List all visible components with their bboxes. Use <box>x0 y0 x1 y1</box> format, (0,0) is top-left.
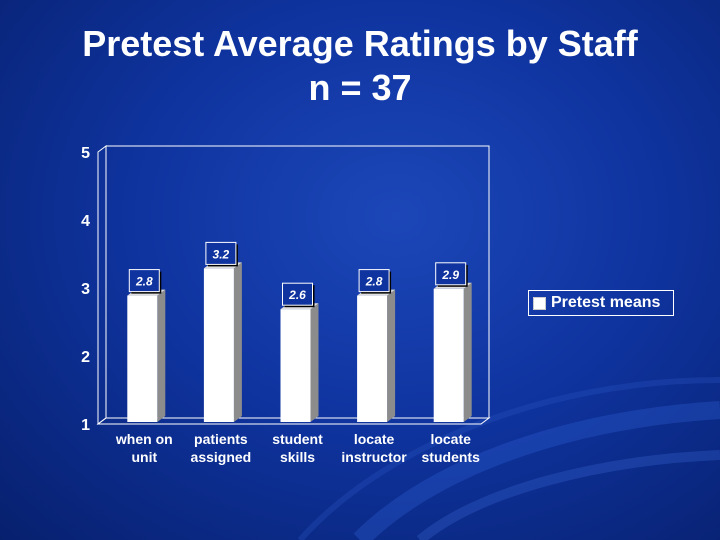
bar-side <box>233 262 242 422</box>
data-label-box <box>435 262 467 286</box>
data-label-box <box>205 241 237 265</box>
bar <box>433 288 464 422</box>
y-tick-label: 1 <box>81 417 90 434</box>
y-tick-label: 3 <box>81 281 90 298</box>
x-tick-label: skills <box>280 449 315 465</box>
x-tick-label: instructor <box>341 449 407 465</box>
bar <box>357 295 388 422</box>
bar <box>127 295 158 422</box>
legend-label: Pretest means <box>551 294 661 311</box>
x-tick-label: patients <box>194 431 248 447</box>
title-line-2: n = 37 <box>308 67 412 108</box>
x-tick-label: unit <box>131 449 157 465</box>
bar <box>203 268 234 422</box>
y-tick-label: 4 <box>81 213 90 230</box>
chart-legend: Pretest means <box>528 290 674 316</box>
bar-side <box>157 289 166 422</box>
y-tick-label: 2 <box>81 349 90 366</box>
bar <box>280 309 311 422</box>
plot-side-wall <box>97 145 107 425</box>
x-tick-label: locate <box>430 431 471 447</box>
data-label: 3.2 <box>213 247 230 261</box>
data-label-box <box>128 269 160 293</box>
data-label-box <box>282 282 313 306</box>
legend-swatch-icon <box>533 296 546 310</box>
data-label: 2.8 <box>365 275 383 289</box>
data-label: 2.9 <box>441 268 459 282</box>
x-tick-label: when on <box>115 431 173 447</box>
data-label: 2.6 <box>288 288 306 302</box>
x-tick-label: student <box>272 431 323 447</box>
y-tick-label: 5 <box>81 145 90 162</box>
x-tick-label: assigned <box>191 449 252 465</box>
title-line-1: Pretest Average Ratings by Staff <box>82 23 638 64</box>
data-label: 2.8 <box>135 275 153 289</box>
bar-side <box>463 282 472 422</box>
slide-title: Pretest Average Ratings by Staff n = 37 <box>0 22 720 110</box>
bar-side <box>387 289 396 422</box>
x-tick-label: students <box>422 449 481 465</box>
data-label-box <box>358 269 390 293</box>
bar-side <box>310 303 319 422</box>
x-tick-label: locate <box>354 431 395 447</box>
